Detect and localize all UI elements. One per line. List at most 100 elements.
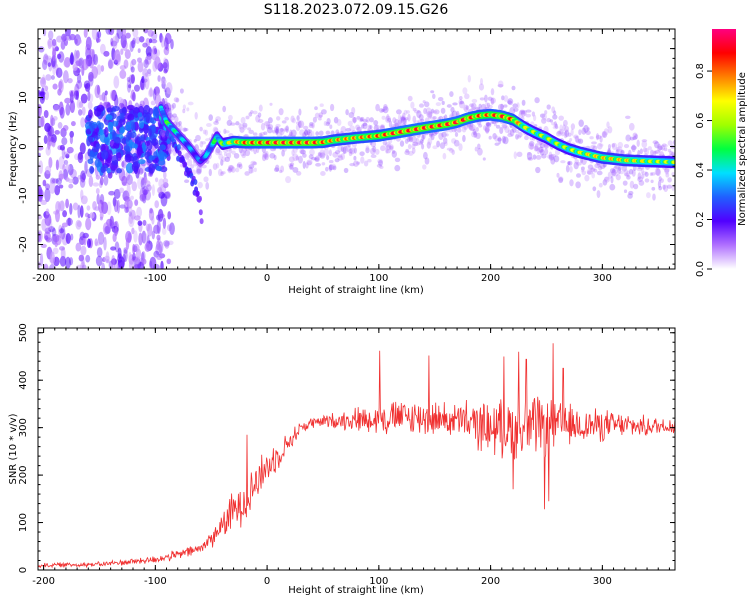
spectrogram-cell	[68, 183, 74, 189]
spectrogram-cell	[515, 133, 519, 140]
spectrogram-cell	[264, 153, 269, 161]
spectrogram-cell	[351, 117, 358, 123]
spectrogram-cell	[362, 119, 369, 123]
spectrogram-cell	[99, 194, 105, 205]
spectrogram-cell	[358, 117, 364, 122]
spectrogram-cell	[82, 232, 89, 239]
spectrogram-cell	[167, 112, 174, 119]
spectrogram-cell	[133, 264, 140, 269]
spectrogram-cell	[163, 46, 170, 56]
spectrogram-cell	[239, 126, 245, 133]
spectrogram-cell	[372, 145, 377, 153]
spectrogram-cell	[131, 121, 136, 131]
spectrogram-cell	[356, 115, 361, 120]
spectrogram-y-tick-label: -20	[18, 236, 29, 252]
spectrogram-cell	[351, 106, 356, 115]
spectrogram-cell	[519, 109, 525, 113]
spectrogram-cell	[100, 166, 106, 174]
spectrogram-cell	[111, 47, 116, 61]
spectrogram-cell	[215, 162, 220, 169]
spectrogram-cell	[382, 140, 388, 146]
spectrogram-cell	[132, 155, 139, 166]
spectrogram-cell	[429, 133, 433, 138]
spectrogram-cell	[405, 148, 410, 153]
spectrogram-cell	[527, 157, 534, 161]
spectrogram-cell	[412, 115, 417, 124]
spectrogram-cell	[147, 29, 154, 37]
spectrogram-x-tick-label: -100	[144, 273, 167, 284]
spectrogram-cell	[575, 138, 582, 144]
spectrogram-cell	[43, 135, 48, 145]
spectrogram-cell	[323, 120, 327, 127]
spectrogram-cell	[579, 158, 584, 164]
spectrogram-cell	[257, 112, 262, 118]
spectrogram-cell	[170, 38, 174, 50]
spectrogram-cell	[156, 234, 161, 241]
spectrogram-cell	[578, 129, 582, 136]
spectrogram-cell	[533, 145, 539, 152]
spectrogram-cell	[264, 121, 270, 127]
spectrogram-cell	[443, 141, 448, 146]
spectrogram-cell	[573, 161, 579, 170]
spectrogram-cell	[62, 163, 66, 173]
spectrogram-cell	[184, 152, 190, 160]
spectrogram-cell	[320, 170, 326, 177]
spectrogram-cell	[154, 56, 161, 70]
spectrogram-cell	[55, 177, 63, 185]
spectrogram-cell	[365, 145, 370, 151]
spectrogram-cell	[367, 124, 372, 132]
spectrogram-cell	[412, 141, 419, 147]
spectrogram-cell	[400, 117, 407, 124]
spectrogram-cell	[596, 170, 603, 176]
spectrogram-cell	[137, 220, 143, 226]
spectrogram-cell	[92, 182, 100, 187]
spectrogram-cell	[471, 131, 477, 138]
spectrogram-cell	[255, 114, 261, 123]
spectrogram-cell	[485, 126, 490, 134]
spectrogram-cell	[497, 137, 502, 142]
spectrogram-cell	[168, 107, 172, 120]
spectrogram-cell	[53, 104, 60, 112]
spectrogram-cell	[488, 135, 492, 140]
spectrogram-cell	[114, 226, 118, 237]
spectrogram-cell	[319, 103, 324, 107]
spectrogram-cell	[238, 123, 245, 130]
spectrogram-cell	[47, 38, 54, 48]
spectrogram-cell	[50, 134, 57, 144]
spectrogram-cell	[640, 167, 645, 175]
spectrogram-cell	[450, 112, 454, 119]
spectrogram-cell	[124, 153, 132, 163]
spectrogram-cell	[314, 157, 320, 161]
spectrogram-cell	[304, 129, 309, 136]
spectrogram-cell	[99, 94, 104, 101]
spectrogram-cell	[400, 116, 405, 122]
spectrogram-cell	[362, 122, 368, 130]
spectrogram-cell	[433, 109, 440, 115]
spectrogram-cell	[86, 205, 91, 211]
spectrogram-cell	[507, 98, 514, 106]
spectrogram-cell	[275, 126, 280, 134]
spectrogram-cell	[345, 109, 349, 116]
spectrogram-cell	[149, 117, 155, 124]
spectrogram-cell	[81, 59, 89, 71]
spectrogram-cell	[182, 108, 186, 114]
spectrogram-cell	[133, 143, 138, 149]
spectrogram-cell	[173, 97, 179, 103]
spectrogram-cell	[623, 189, 628, 194]
spectrogram-cell	[306, 128, 311, 136]
spectrogram-cell	[54, 130, 61, 135]
spectrogram-cell	[112, 130, 117, 142]
spectrogram-cell	[395, 109, 402, 115]
spectrogram-cell	[539, 143, 545, 149]
spectrogram-cell	[580, 166, 585, 171]
spectrogram-cell	[144, 75, 150, 90]
spectrogram-cell	[187, 101, 194, 106]
colorbar-tick-label: 0.6	[695, 113, 706, 129]
spectrogram-cell	[513, 107, 519, 112]
spectrogram-cell	[128, 213, 135, 228]
spectrogram-cell	[111, 154, 119, 166]
spectrogram-cell	[360, 116, 365, 122]
spectrogram-cell	[115, 53, 121, 63]
spectrogram-cell	[290, 115, 295, 123]
spectrogram-cell	[451, 149, 455, 155]
